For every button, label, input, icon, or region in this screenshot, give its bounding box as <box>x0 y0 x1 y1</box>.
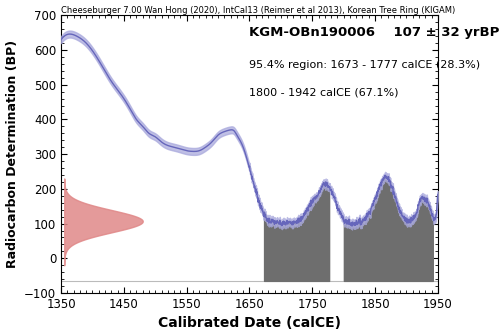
Text: 95.4% region: 1673 - 1777 calCE (28.3%): 95.4% region: 1673 - 1777 calCE (28.3%) <box>250 60 480 70</box>
Text: Cheeseburger 7.00 Wan Hong (2020), IntCal13 (Reimer et al 2013), Korean Tree Rin: Cheeseburger 7.00 Wan Hong (2020), IntCa… <box>61 6 456 14</box>
Text: KGM-OBn190006    107 ± 32 yrBP: KGM-OBn190006 107 ± 32 yrBP <box>250 27 500 39</box>
Y-axis label: Radiocarbon Determination (BP): Radiocarbon Determination (BP) <box>6 40 18 268</box>
Text: 1800 - 1942 calCE (67.1%): 1800 - 1942 calCE (67.1%) <box>250 88 399 97</box>
X-axis label: Calibrated Date (calCE): Calibrated Date (calCE) <box>158 317 341 330</box>
